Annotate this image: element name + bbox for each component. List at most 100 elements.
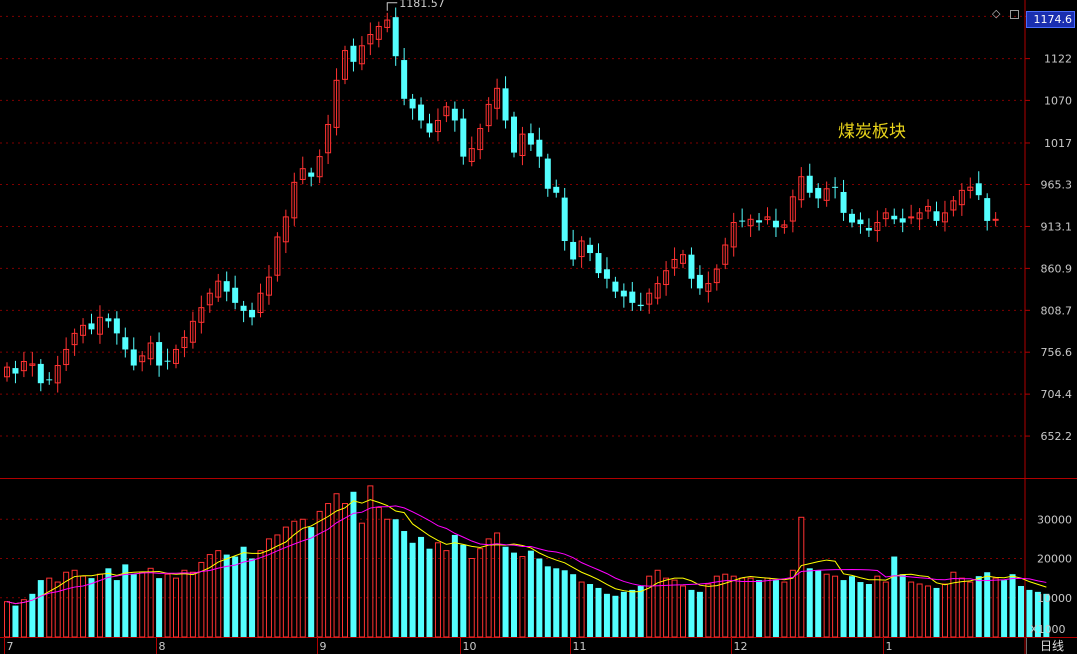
- candle-body: [443, 106, 450, 117]
- volume-bar: [1026, 589, 1033, 637]
- candle: [950, 196, 957, 217]
- volume-bar: [502, 546, 509, 637]
- volume-bar: [215, 550, 222, 638]
- candle-body: [20, 361, 27, 372]
- candle-body: [384, 19, 391, 28]
- volume-bar: [173, 577, 179, 638]
- candle-body: [730, 222, 737, 248]
- candle-body: [96, 316, 103, 335]
- volume-bar: [375, 506, 382, 638]
- candle-body: [418, 104, 425, 121]
- volume-bar: [113, 580, 120, 637]
- volume-bar: [756, 580, 763, 637]
- candle-body: [899, 218, 906, 223]
- volume-bar: [815, 570, 822, 637]
- volume-tick-label: 20000: [1037, 553, 1072, 566]
- volume-bar: [325, 503, 332, 638]
- candle-body: [223, 281, 230, 292]
- window-icon[interactable]: [1010, 10, 1019, 19]
- candle: [663, 261, 670, 296]
- diamond-icon[interactable]: ◇: [992, 7, 1001, 20]
- candle: [460, 108, 467, 165]
- volume-bar: [849, 576, 855, 637]
- volume-bar: [333, 493, 340, 638]
- volume-bar: [54, 581, 61, 638]
- volume-bars: [4, 485, 1050, 638]
- volume-bar: [1001, 580, 1008, 637]
- volume-bar: [857, 582, 864, 637]
- candle: [756, 213, 763, 231]
- candle-body: [88, 323, 95, 330]
- volume-bar: [561, 570, 568, 637]
- candle-body: [29, 363, 36, 366]
- volume-bar: [587, 584, 594, 637]
- candle-body: [198, 307, 205, 323]
- candle: [54, 355, 61, 393]
- volume-bar: [772, 580, 779, 637]
- candle-body: [637, 304, 644, 307]
- candle-body: [80, 324, 87, 336]
- month-label: 8: [159, 640, 166, 653]
- volume-bar: [494, 532, 501, 638]
- candle-body: [578, 240, 585, 258]
- month-label: 11: [573, 640, 587, 653]
- candle: [798, 167, 805, 208]
- candle: [418, 97, 425, 129]
- candle: [4, 362, 10, 382]
- candle-body: [401, 60, 408, 99]
- candle: [12, 360, 19, 384]
- candle: [527, 123, 534, 152]
- candle: [654, 276, 661, 305]
- volume-bar: [1043, 593, 1050, 637]
- volume-bar: [882, 581, 889, 638]
- candle: [392, 7, 399, 66]
- candle: [984, 193, 991, 231]
- volume-bar: [401, 531, 408, 637]
- volume-bar: [967, 581, 974, 638]
- candle: [958, 183, 965, 216]
- volume-bar: [958, 577, 965, 638]
- candle: [122, 327, 129, 358]
- candle: [823, 181, 830, 207]
- candle-body: [544, 158, 551, 189]
- candle-body: [37, 363, 44, 384]
- volume-bar: [105, 568, 112, 637]
- candle: [874, 210, 881, 242]
- candle: [20, 351, 27, 378]
- candle: [536, 127, 543, 168]
- price-tick-label: 965.3: [1041, 179, 1073, 192]
- candle-body: [992, 218, 999, 221]
- volume-bar: [232, 556, 239, 637]
- volume-bar: [595, 587, 602, 637]
- candle-body: [4, 366, 10, 378]
- last-price-badge: 1174.6: [1026, 11, 1075, 28]
- candle-body: [494, 87, 501, 109]
- candle-body: [113, 318, 120, 334]
- volume-bar: [992, 577, 999, 638]
- candle-body: [620, 290, 627, 297]
- candle-body: [164, 360, 171, 362]
- candle: [358, 36, 365, 71]
- candle: [139, 351, 146, 372]
- volume-bar: [899, 574, 906, 637]
- volume-bar: [156, 578, 163, 637]
- candle-body: [460, 118, 467, 157]
- volume-bar: [392, 519, 399, 637]
- price-axis: 652.2 704.4 756.6 808.7 860.9 913.1 965.3 1017 1…: [1034, 10, 1073, 443]
- tab-daily[interactable]: 日线: [1026, 638, 1077, 654]
- volume-bar: [612, 595, 619, 637]
- candle: [806, 163, 813, 198]
- volume-bar: [384, 518, 391, 638]
- candle: [722, 237, 729, 270]
- candle: [578, 236, 585, 268]
- candle-body: [823, 188, 830, 201]
- candle-body: [756, 220, 763, 223]
- candle-body: [882, 212, 889, 220]
- candle: [713, 264, 720, 291]
- candle-body: [840, 191, 847, 213]
- volume-bar: [37, 580, 44, 637]
- candle-body: [941, 212, 948, 223]
- volume-bar: [519, 556, 526, 638]
- volume-bar: [950, 571, 957, 638]
- volume-bar: [460, 544, 467, 637]
